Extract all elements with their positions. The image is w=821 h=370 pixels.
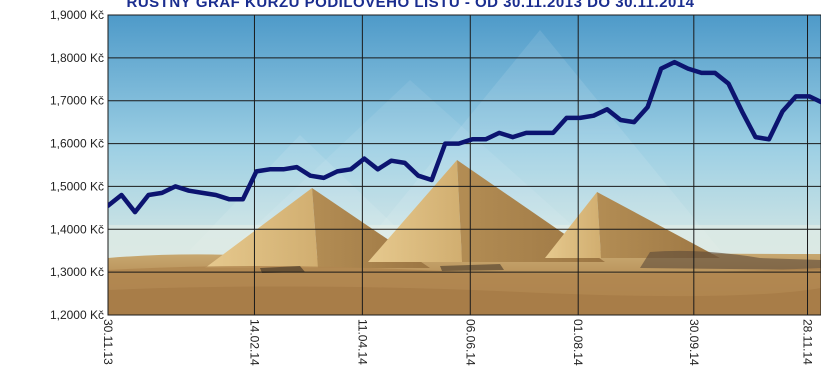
- y-tick-label: 1,7000 Kč: [50, 94, 104, 108]
- x-tick-label: 01.08.14: [571, 319, 585, 366]
- chart-title: RŮSTNÝ GRAF KURZU PODÍLOVÉHO LISTU - OD …: [126, 0, 695, 11]
- y-tick-label: 1,2000 Kč: [50, 308, 104, 322]
- x-tick-label: 14.02.14: [247, 319, 261, 366]
- y-tick-label: 1,3000 Kč: [50, 265, 104, 279]
- y-tick-label: 1,5000 Kč: [50, 179, 104, 193]
- y-axis-labels: 1,9000 Kč 1,8000 Kč 1,7000 Kč 1,6000 Kč 1,50…: [50, 8, 104, 322]
- x-tick-label: 30.11.13: [101, 319, 115, 365]
- y-tick-label: 1,6000 Kč: [50, 137, 104, 151]
- y-tick-label: 1,9000 Kč: [50, 8, 104, 22]
- y-tick-label: 1,8000 Kč: [50, 51, 104, 65]
- background-photo: [108, 15, 821, 315]
- price-line-series: [108, 59, 821, 215]
- x-tick-label: 30.09.14: [687, 319, 701, 366]
- y-tick-label: 1,4000 Kč: [50, 222, 104, 236]
- x-tick-label: 11.04.14: [355, 319, 369, 365]
- series-line: [108, 59, 821, 215]
- plot-border: [107, 14, 821, 316]
- x-tick-label: 28.11.14: [801, 319, 815, 365]
- x-tick-label: 06.06.14: [463, 319, 477, 366]
- grid-lines: [107, 14, 821, 316]
- x-axis-labels: 30.11.13 14.02.14 11.04.14 06.06.14 01.08.14…: [101, 319, 815, 366]
